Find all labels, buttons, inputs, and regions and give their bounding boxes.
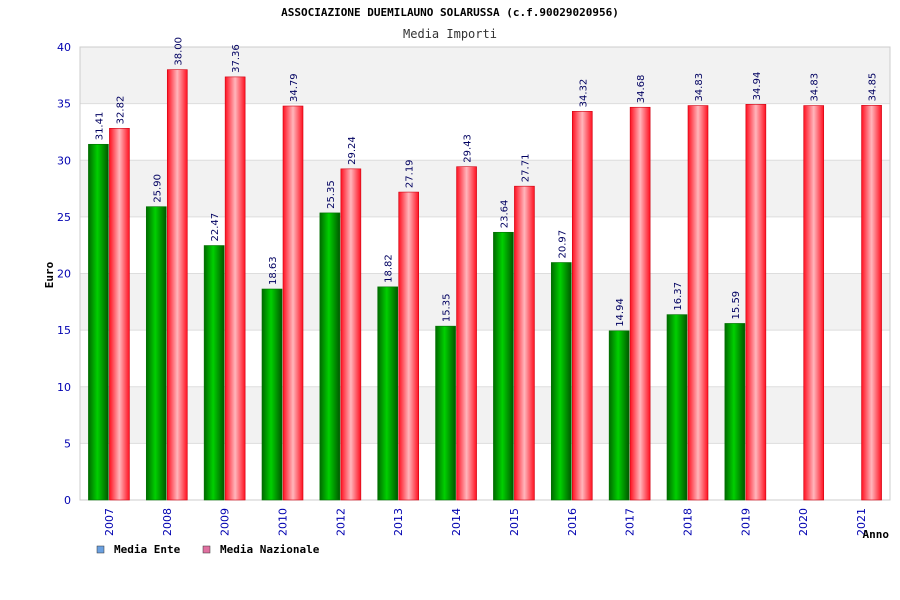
data-label: 34.83 — [810, 73, 821, 102]
data-label: 34.68 — [636, 75, 647, 104]
bar-media-nazionale — [166, 69, 188, 501]
bar-media-nazionale — [109, 128, 130, 501]
bar-media-ente — [203, 245, 225, 501]
bar-media-ente — [435, 325, 456, 501]
data-label: 34.94 — [752, 72, 763, 101]
x-tick-label: 2016 — [566, 508, 579, 536]
bar-media-nazionale — [456, 166, 477, 501]
legend: Media Ente Media Nazionale — [96, 543, 320, 556]
plot-border — [79, 46, 891, 501]
bar-media-nazionale — [687, 105, 709, 501]
data-label: 16.37 — [673, 282, 684, 311]
bar-media-nazionale — [340, 168, 362, 501]
y-tick-label: 30 — [57, 154, 71, 167]
x-axis-label: Anno — [863, 528, 890, 541]
x-tick-label: 2009 — [219, 508, 232, 536]
bar-media-ente — [493, 231, 514, 501]
bar-media-nazionale — [398, 191, 420, 501]
y-tick-label: 5 — [64, 437, 71, 450]
bar-media-nazionale — [571, 111, 593, 501]
data-label: 25.35 — [326, 180, 337, 209]
x-tick-label: 2018 — [682, 508, 695, 536]
bar-media-ente — [261, 288, 283, 501]
y-tick-label: 40 — [57, 41, 71, 54]
x-tick-label: 2021 — [855, 508, 868, 536]
x-tick-label: 2017 — [624, 508, 637, 536]
plot-area: 0 5 10 15 20 25 30 35 40 31.41 32.82 2007 25.90 38.00… — [57, 37, 891, 536]
grid-band — [80, 160, 890, 217]
legend-label-nazionale: Media Nazionale — [220, 543, 320, 556]
y-tick-label: 15 — [57, 324, 71, 337]
bar-media-ente — [145, 206, 167, 501]
data-label: 29.43 — [463, 134, 474, 163]
bar-media-ente — [550, 262, 572, 501]
bar-media-nazionale — [629, 106, 651, 501]
chart-title: ASSOCIAZIONE DUEMILAUNO SOLARUSSA (c.f.9… — [281, 6, 619, 19]
grid-band — [80, 273, 890, 331]
data-label: 15.59 — [731, 291, 742, 320]
x-tick-label: 2013 — [392, 508, 405, 536]
bar-media-nazionale — [224, 76, 246, 501]
y-axis-label: Euro — [43, 261, 56, 288]
x-tick-label: 2012 — [334, 508, 347, 536]
y-tick-label: 0 — [64, 494, 71, 507]
bar-media-nazionale — [282, 105, 304, 501]
grid-band — [80, 47, 890, 104]
data-label: 29.24 — [347, 136, 358, 165]
legend-label-ente: Media Ente — [114, 543, 181, 556]
x-tick-label: 2007 — [103, 508, 116, 536]
data-label: 37.36 — [231, 44, 242, 73]
data-label: 27.19 — [405, 159, 416, 188]
chart-subtitle: Media Importi — [403, 27, 497, 41]
bar-media-nazionale — [803, 105, 825, 501]
data-label: 27.71 — [520, 154, 531, 183]
data-label: 23.64 — [499, 200, 510, 229]
bar-media-ente — [666, 314, 688, 501]
data-label: 32.82 — [115, 96, 126, 125]
y-tick-label: 20 — [57, 268, 71, 281]
y-tick-label: 10 — [57, 381, 71, 394]
data-label: 34.85 — [868, 73, 879, 102]
legend-swatch-ente — [96, 545, 105, 554]
legend-swatch-nazionale — [202, 545, 211, 554]
bar-media-ente — [377, 286, 399, 501]
data-label: 34.32 — [578, 79, 589, 108]
data-label: 25.90 — [152, 174, 163, 203]
x-tick-label: 2008 — [161, 508, 174, 536]
data-label: 18.82 — [384, 254, 395, 283]
x-tick-label: 2014 — [450, 508, 463, 536]
data-label: 38.00 — [173, 37, 184, 66]
x-tick-label: 2019 — [739, 508, 752, 536]
data-label: 15.35 — [442, 294, 453, 323]
x-tick-label: 2020 — [797, 508, 810, 536]
y-tick-label: 35 — [57, 98, 71, 111]
bar-media-ente — [724, 323, 746, 501]
data-label: 22.47 — [210, 213, 221, 242]
bar-media-nazionale — [745, 104, 767, 501]
grid-band — [80, 386, 890, 444]
bar-media-nazionale — [861, 105, 882, 501]
data-label: 14.94 — [615, 298, 626, 327]
bar-media-ente — [88, 143, 109, 501]
data-label: 20.97 — [557, 230, 568, 259]
bar-media-ente — [319, 212, 341, 501]
data-label: 34.83 — [694, 73, 705, 102]
x-tick-label: 2010 — [277, 508, 290, 536]
data-label: 31.41 — [94, 112, 105, 141]
x-tick-label: 2015 — [508, 508, 521, 536]
bar-media-ente — [608, 330, 630, 501]
bar-media-nazionale — [514, 185, 535, 501]
data-label: 34.79 — [289, 73, 300, 102]
y-tick-label: 25 — [57, 211, 71, 224]
data-label: 18.63 — [268, 256, 279, 285]
